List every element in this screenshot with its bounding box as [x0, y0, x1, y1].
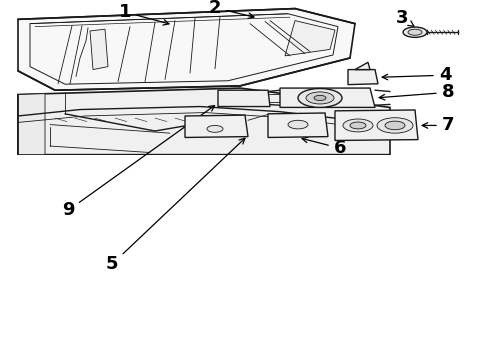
Circle shape — [408, 29, 422, 35]
Circle shape — [385, 121, 405, 130]
Polygon shape — [18, 94, 45, 155]
Circle shape — [298, 89, 342, 107]
Circle shape — [306, 92, 334, 104]
Text: 7: 7 — [422, 116, 454, 134]
Text: 8: 8 — [379, 84, 454, 102]
Circle shape — [377, 118, 413, 133]
Polygon shape — [285, 21, 335, 56]
Circle shape — [403, 27, 427, 37]
Polygon shape — [18, 88, 390, 155]
Polygon shape — [348, 69, 378, 85]
Text: 3: 3 — [396, 9, 414, 27]
Polygon shape — [355, 62, 370, 69]
Polygon shape — [280, 88, 375, 107]
Polygon shape — [268, 113, 328, 138]
Circle shape — [350, 122, 366, 129]
Text: 4: 4 — [382, 66, 451, 84]
Polygon shape — [185, 115, 248, 138]
Polygon shape — [218, 90, 270, 107]
Polygon shape — [90, 29, 108, 69]
Text: 1: 1 — [119, 3, 169, 25]
Polygon shape — [335, 110, 418, 140]
Circle shape — [314, 95, 326, 100]
Circle shape — [207, 125, 223, 132]
Text: 2: 2 — [209, 0, 254, 18]
Polygon shape — [18, 9, 355, 90]
Circle shape — [343, 119, 373, 132]
Text: 9: 9 — [62, 105, 215, 220]
Text: 6: 6 — [302, 137, 346, 157]
Circle shape — [288, 120, 308, 129]
Text: 5: 5 — [106, 138, 245, 273]
